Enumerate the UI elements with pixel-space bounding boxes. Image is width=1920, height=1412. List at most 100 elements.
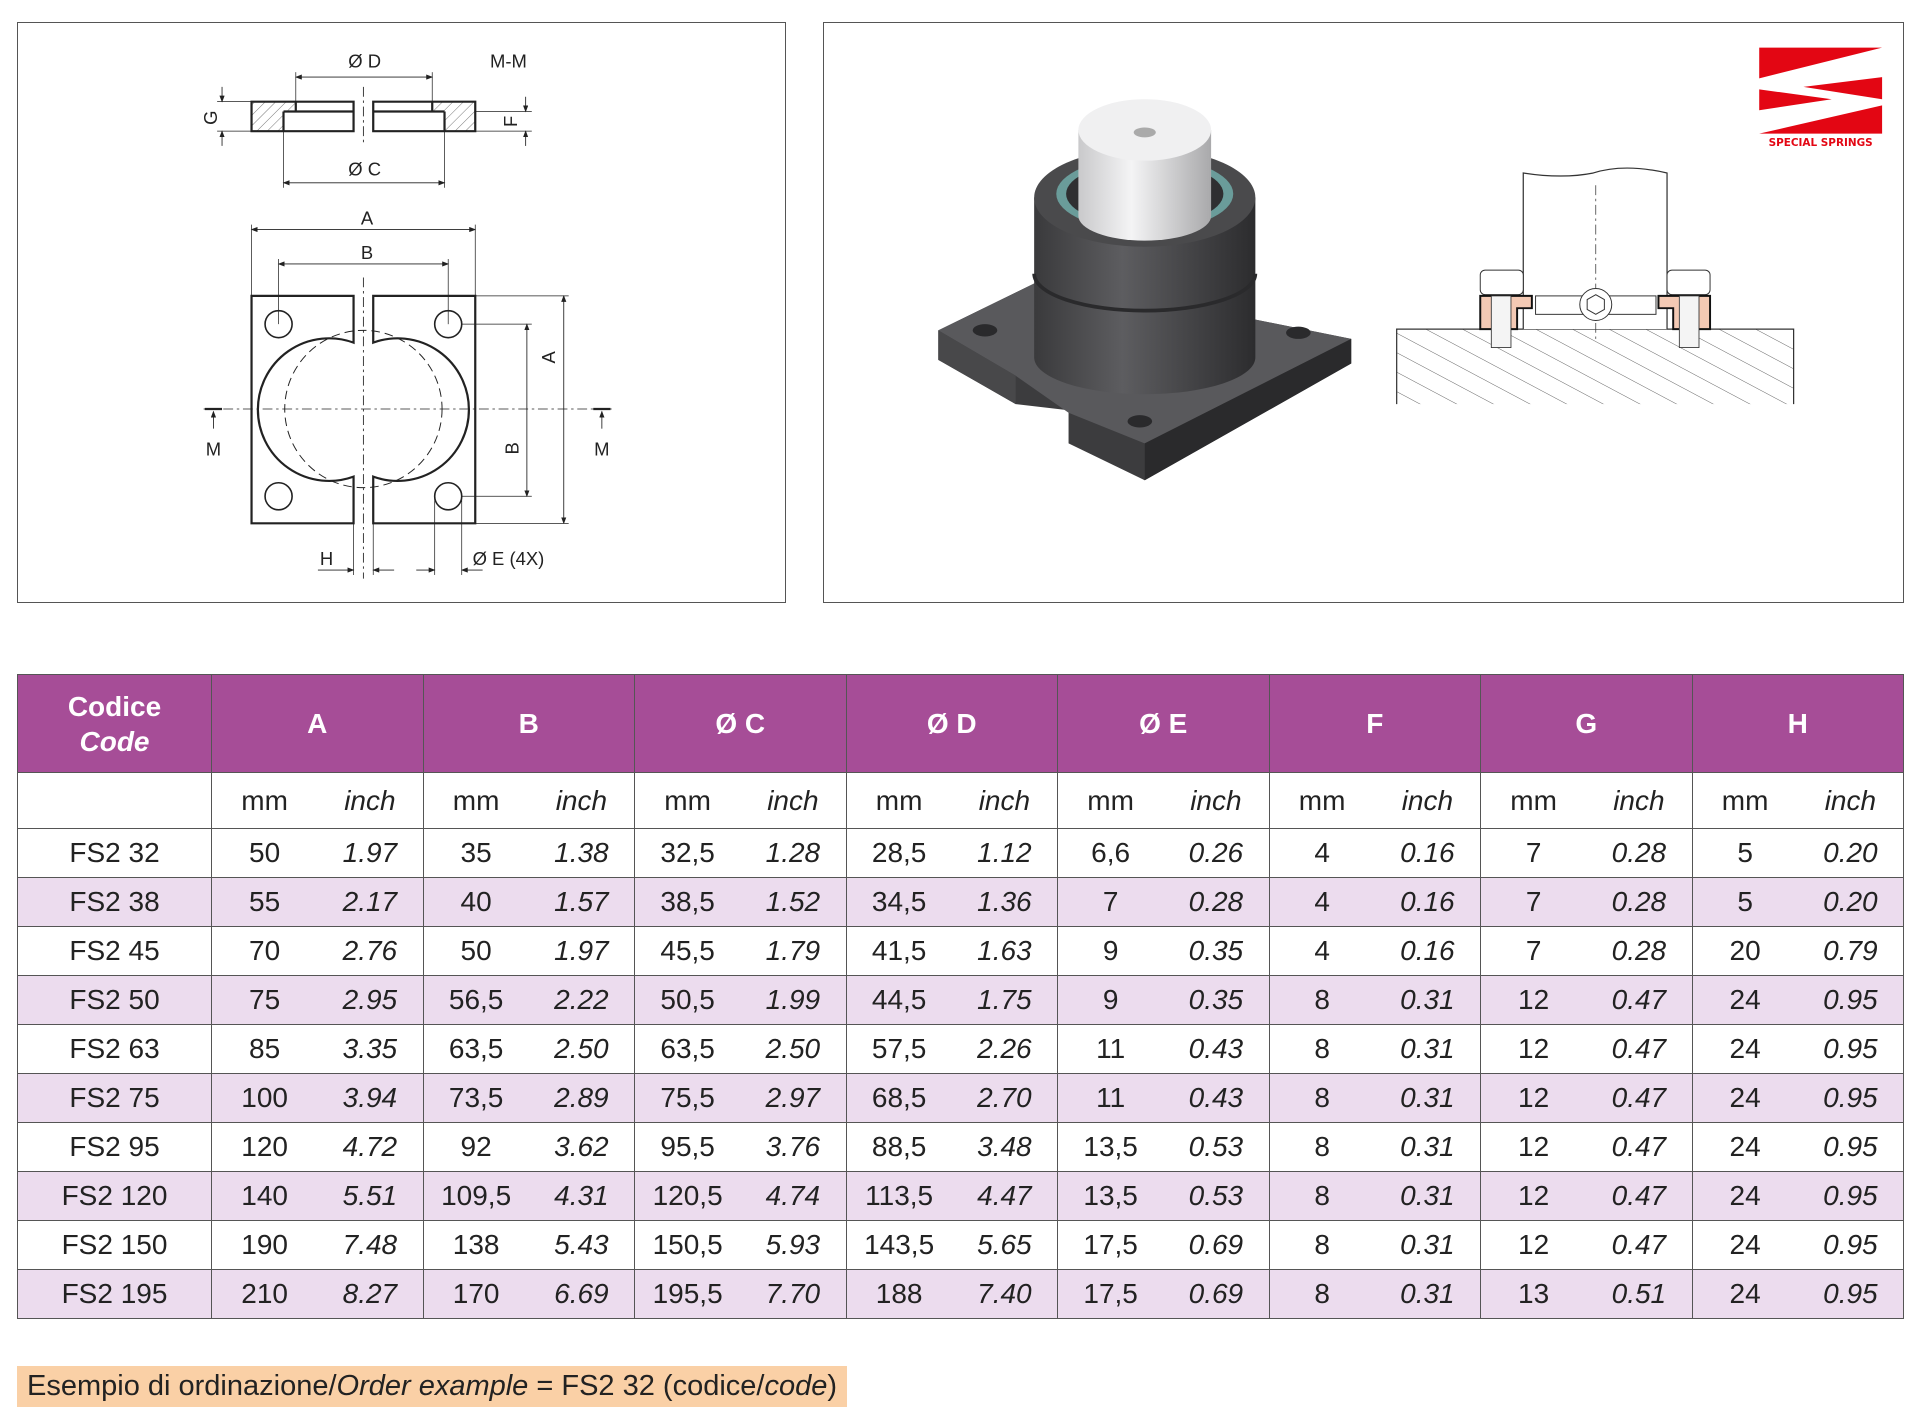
inch-cell: 3.35 [317,1024,424,1074]
inch-cell: 0.43 [1163,1073,1270,1123]
mm-cell: 8 [1268,975,1375,1025]
inch-cell: 1.63 [951,926,1058,976]
inch-cell: 3.48 [951,1122,1058,1172]
mm-cell: 68,5 [845,1073,952,1123]
inch-cell: 2.89 [528,1073,635,1123]
inch-cell: 3.94 [317,1073,424,1123]
unit-mm: mm [1480,772,1587,829]
mm-cell: 24 [1691,1220,1798,1270]
mm-cell: 35 [422,828,529,878]
inch-cell: 2.95 [317,975,424,1025]
inch-cell: 0.69 [1163,1269,1270,1319]
mm-cell: 8 [1268,1073,1375,1123]
mm-cell: 6,6 [1057,828,1164,878]
mm-cell: 5 [1691,828,1798,878]
unit-mm: mm [211,772,318,829]
mm-cell: 113,5 [845,1171,952,1221]
mm-cell: 100 [211,1073,318,1123]
unit-mm: mm [422,772,529,829]
mm-cell: 75,5 [634,1073,741,1123]
mm-cell: 63,5 [422,1024,529,1074]
mm-cell: 24 [1691,975,1798,1025]
inch-cell: 0.95 [1797,975,1904,1025]
mm-cell: 50,5 [634,975,741,1025]
inch-cell: 0.28 [1163,877,1270,927]
inch-cell: 0.28 [1586,926,1693,976]
inch-cell: 4.47 [951,1171,1058,1221]
order-example: Esempio di ordinazione/Order example = F… [17,1366,848,1407]
mm-cell: 13 [1480,1269,1587,1319]
mm-cell: 150,5 [634,1220,741,1270]
mm-cell: 24 [1691,1269,1798,1319]
mm-cell: 12 [1480,1171,1587,1221]
inch-cell: 0.47 [1586,1073,1693,1123]
inch-cell: 0.31 [1374,1122,1481,1172]
label-m-right: M [594,439,609,460]
mm-cell: 11 [1057,1073,1164,1123]
mm-cell: 8 [1268,1122,1375,1172]
inch-cell: 2.76 [317,926,424,976]
inch-cell: 3.62 [528,1122,635,1172]
mm-cell: 13,5 [1057,1171,1164,1221]
mm-cell: 85 [211,1024,318,1074]
mm-cell: 17,5 [1057,1220,1164,1270]
inch-cell: 0.26 [1163,828,1270,878]
inch-cell: 0.95 [1797,1220,1904,1270]
inch-cell: 0.47 [1586,1122,1693,1172]
code-cell: FS2 45 [17,926,212,976]
special-springs-logo: SPECIAL SPRINGS [1759,47,1883,149]
inch-cell: 0.28 [1586,877,1693,927]
table-row: FS2 95 120 4.72 92 3.62 95,5 3.76 88,5 3.48 13,5 0… [17,1122,1904,1172]
mm-cell: 9 [1057,926,1164,976]
order-example-code-en: code [764,1370,828,1402]
inch-cell: 8.27 [317,1269,424,1319]
inch-cell: 7.70 [740,1269,847,1319]
table-row: FS2 50 75 2.95 56,5 2.22 50,5 1.99 44,5 1.75 9 0.3… [17,975,1904,1025]
code-cell: FS2 38 [17,877,212,927]
code-cell: FS2 75 [17,1073,212,1123]
inch-cell: 3.76 [740,1122,847,1172]
label-g: G [200,110,221,124]
mm-cell: 12 [1480,1024,1587,1074]
mm-cell: 50 [422,926,529,976]
label-m-left: M [206,439,221,460]
mm-cell: 44,5 [845,975,952,1025]
mm-cell: 45,5 [634,926,741,976]
inch-cell: 0.31 [1374,1220,1481,1270]
mounting-section-drawing [1396,167,1795,405]
mm-cell: 140 [211,1171,318,1221]
label-d: Ø D [348,50,381,71]
label-e: Ø E (4X) [473,548,545,569]
mm-cell: 20 [1691,926,1798,976]
unit-mm: mm [1268,772,1375,829]
inch-cell: 6.69 [528,1269,635,1319]
label-h: H [320,548,333,569]
code-header-english: Code [79,725,150,757]
table-row: FS2 150 190 7.48 138 5.43 150,5 5.93 143,5 5.65 1… [17,1220,1904,1270]
inch-cell: 2.22 [528,975,635,1025]
mm-cell: 32,5 [634,828,741,878]
inch-cell: 1.97 [317,828,424,878]
mm-cell: 9 [1057,975,1164,1025]
label-b-horizontal: B [361,242,373,263]
table-row: FS2 38 55 2.17 40 1.57 38,5 1.52 34,5 1.36 7 0.28 4… [17,877,1904,927]
inch-cell: 0.16 [1374,877,1481,927]
unit-inch: inch [528,772,635,829]
inch-cell: 0.95 [1797,1269,1904,1319]
mm-cell: 38,5 [634,877,741,927]
mm-cell: 5 [1691,877,1798,927]
unit-mm: mm [845,772,952,829]
code-cell: FS2 120 [17,1171,212,1221]
mm-cell: 138 [422,1220,529,1270]
inch-cell: 1.97 [528,926,635,976]
code-cell: FS2 95 [17,1122,212,1172]
order-example-label-en: Order example [336,1370,529,1402]
column-header-5: Ø E [1057,674,1270,773]
mm-cell: 75 [211,975,318,1025]
inch-cell: 0.31 [1374,975,1481,1025]
inch-cell: 0.35 [1163,926,1270,976]
label-c: Ø C [348,158,381,179]
inch-cell: 0.31 [1374,1269,1481,1319]
inch-cell: 0.53 [1163,1122,1270,1172]
mm-cell: 170 [422,1269,529,1319]
